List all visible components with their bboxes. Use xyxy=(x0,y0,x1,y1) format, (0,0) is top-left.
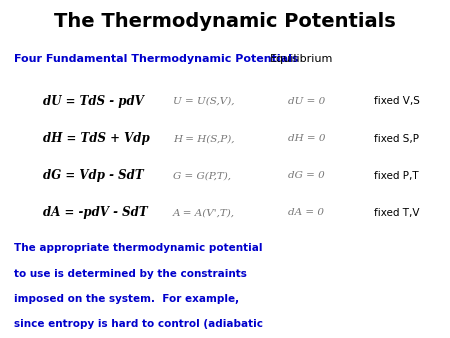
Text: fixed S,P: fixed S,P xyxy=(374,134,419,144)
Text: fixed T,V: fixed T,V xyxy=(374,208,419,218)
Text: imposed on the system.  For example,: imposed on the system. For example, xyxy=(14,294,238,304)
Text: dG = 0: dG = 0 xyxy=(288,171,325,180)
Text: dU = 0: dU = 0 xyxy=(288,97,325,106)
Text: Equilibrium: Equilibrium xyxy=(270,54,333,64)
Text: H = H(S,P),: H = H(S,P), xyxy=(173,134,235,143)
Text: The appropriate thermodynamic potential: The appropriate thermodynamic potential xyxy=(14,243,262,254)
Text: dA = 0: dA = 0 xyxy=(288,209,324,217)
Text: dA = -pdV - SdT: dA = -pdV - SdT xyxy=(43,207,148,219)
Text: to use is determined by the constraints: to use is determined by the constraints xyxy=(14,269,247,279)
Text: dH = TdS + Vdp: dH = TdS + Vdp xyxy=(43,132,149,145)
Text: fixed P,T: fixed P,T xyxy=(374,171,418,181)
Text: G = G(P,T),: G = G(P,T), xyxy=(173,171,231,180)
Text: since entropy is hard to control (adiabatic: since entropy is hard to control (adiaba… xyxy=(14,319,262,330)
Text: A = A(V',T),: A = A(V',T), xyxy=(173,209,235,217)
Text: dU = TdS - pdV: dU = TdS - pdV xyxy=(43,95,144,108)
Text: dG = Vdp - SdT: dG = Vdp - SdT xyxy=(43,169,144,182)
Text: The Thermodynamic Potentials: The Thermodynamic Potentials xyxy=(54,12,396,31)
Text: dH = 0: dH = 0 xyxy=(288,134,325,143)
Text: U = U(S,V),: U = U(S,V), xyxy=(173,97,235,106)
Text: fixed V,S: fixed V,S xyxy=(374,96,419,106)
Text: Four Fundamental Thermodynamic Potentials: Four Fundamental Thermodynamic Potential… xyxy=(14,54,298,64)
